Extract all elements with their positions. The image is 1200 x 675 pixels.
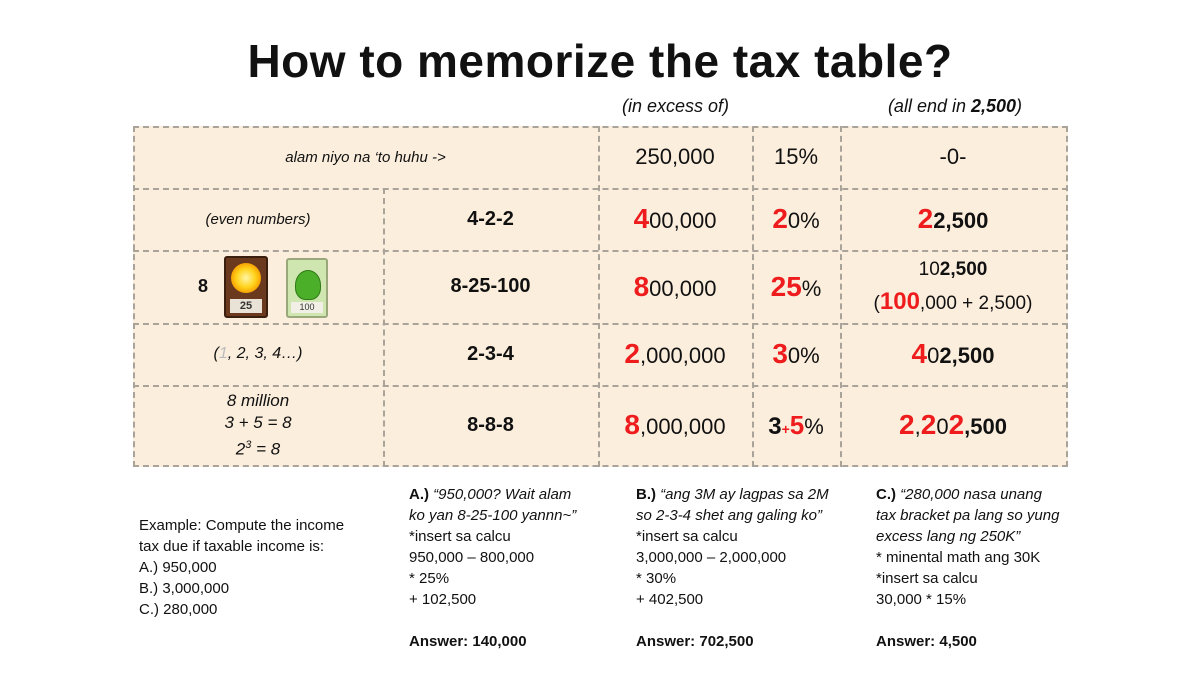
row1-description: alam niyo na ‘to huhu -> xyxy=(285,148,446,166)
header-in-excess: (in excess of) xyxy=(621,96,730,116)
row5-description: 8 million 3 + 5 = 8 23 = 8 xyxy=(224,390,292,459)
row1-fixed: -0- xyxy=(939,144,967,169)
row2-description: (even numbers) xyxy=(205,210,311,228)
row5-excess: 8,000,000 xyxy=(624,409,726,440)
row1-rate: 15% xyxy=(773,144,819,169)
peashooter-card-icon: 100 xyxy=(286,258,328,318)
row3-excess: 800,000 xyxy=(633,270,717,302)
row2-fixed: 22,500 xyxy=(917,203,989,234)
header-all-end: (all end in 2,500) xyxy=(887,96,1023,116)
row2-rate: 20% xyxy=(772,203,820,234)
example-block: Example: Compute the income tax due if t… xyxy=(139,517,345,618)
sun-card-icon: 25 xyxy=(224,256,268,318)
tax-table: alam niyo na ‘to huhu -> 250,000 15% -0-… xyxy=(133,126,1068,467)
row2-excess: 400,000 xyxy=(633,203,717,234)
row2-pattern: 4-2-2 xyxy=(467,207,514,230)
row3-eight: 8 xyxy=(197,276,208,296)
row4-excess: 2,000,000 xyxy=(624,338,726,369)
row5-pattern: 8-8-8 xyxy=(467,413,514,436)
row5-rate: 3+5% xyxy=(768,409,824,440)
page-title: How to memorize the tax table? xyxy=(247,35,953,87)
row5-fixed: 2,202,500 xyxy=(899,409,1007,440)
row4-rate: 30% xyxy=(772,338,820,369)
row4-fixed: 402,500 xyxy=(911,338,995,369)
row3-fixed: 102,500 (100,000 + 2,500) xyxy=(873,258,1033,315)
row3-pattern: 8-25-100 xyxy=(450,275,531,297)
solution-a: A.) “950,000? Wait alam ko yan 8-25-100 … xyxy=(409,486,577,650)
solution-c: C.) “280,000 nasa unang tax bracket pa l… xyxy=(876,486,1060,650)
row1-excess: 250,000 xyxy=(635,144,715,169)
row4-description: (1, 2, 3, 4…) xyxy=(213,345,303,362)
solution-b: B.) “ang 3M ay lagpas sa 2M so 2-3-4 she… xyxy=(636,486,829,650)
row4-pattern: 2-3-4 xyxy=(467,342,514,365)
row3-rate: 25% xyxy=(770,270,822,302)
